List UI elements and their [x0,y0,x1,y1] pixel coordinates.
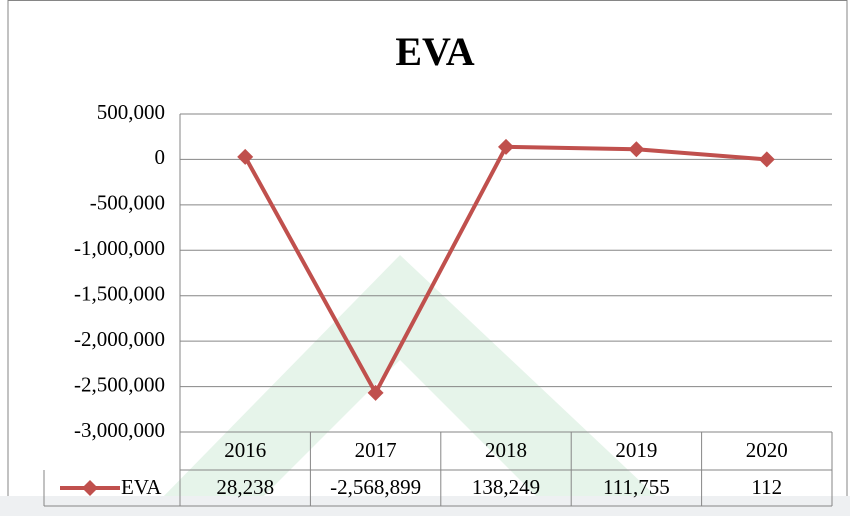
table-value: -2,568,899 [330,475,421,499]
x-tick-label: 2016 [224,438,266,462]
table-value: 28,238 [216,475,274,499]
y-tick-label: -500,000 [90,191,165,215]
x-tick-label: 2018 [485,438,527,462]
x-tick-label: 2019 [615,438,657,462]
y-tick-label: 0 [155,145,166,169]
legend-label: EVA [121,475,162,499]
marker [237,148,254,165]
x-tick-label: 2017 [355,438,397,462]
table-value: 112 [751,475,782,499]
legend-marker [82,480,98,496]
marker [498,138,514,155]
table-value: 111,755 [603,475,670,499]
y-tick-label: -2,500,000 [74,372,165,396]
marker [628,141,645,158]
x-tick-label: 2020 [746,438,788,462]
table-value: 138,249 [472,475,540,499]
y-tick-label: -2,000,000 [74,327,165,351]
y-tick-label: -1,500,000 [74,282,165,306]
marker [367,384,384,401]
chart-border [7,0,848,509]
y-tick-label: 500,000 [97,100,165,124]
y-tick-label: -1,000,000 [74,236,165,260]
marker [758,151,775,168]
y-tick-label: -3,000,000 [74,418,165,442]
watermark [160,255,660,500]
chart-title: EVA [395,29,474,74]
